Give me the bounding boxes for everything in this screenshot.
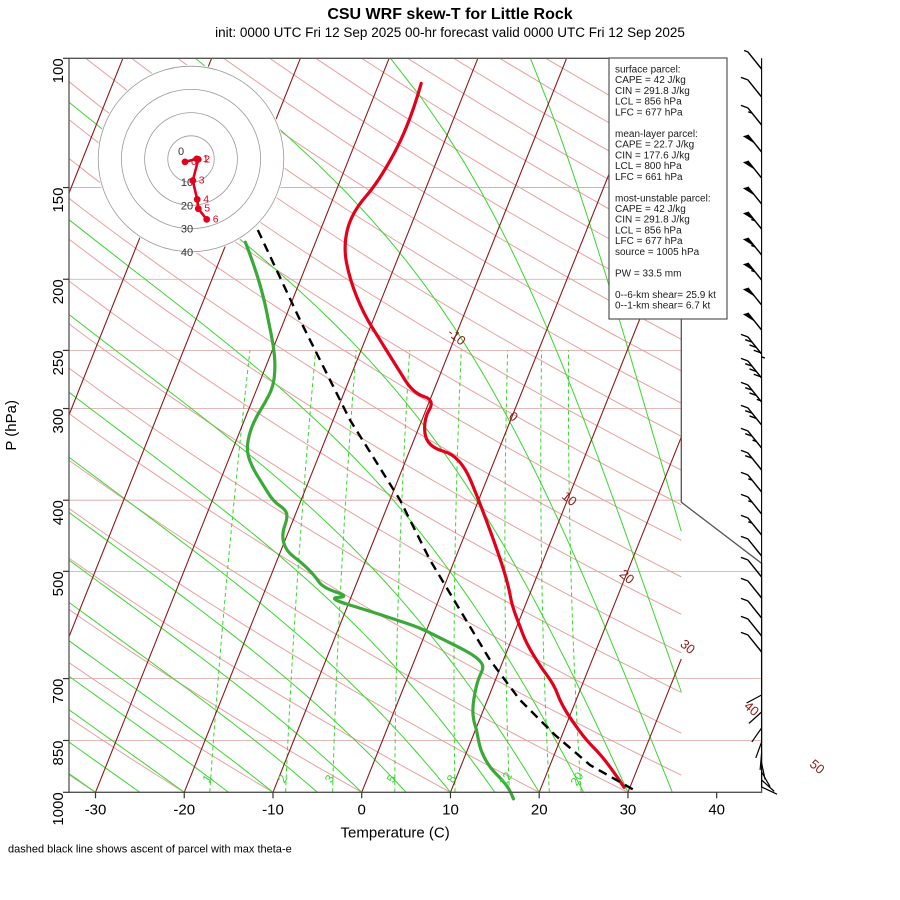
svg-text:CIN = 291.8 J/kg: CIN = 291.8 J/kg xyxy=(615,86,690,97)
svg-text:200: 200 xyxy=(50,279,67,304)
svg-text:100: 100 xyxy=(50,58,67,83)
svg-text:2: 2 xyxy=(204,153,210,165)
svg-text:-20: -20 xyxy=(173,801,195,818)
svg-text:500: 500 xyxy=(50,571,67,596)
svg-text:CAPE = 42 J/kg: CAPE = 42 J/kg xyxy=(615,204,686,215)
svg-text:400: 400 xyxy=(50,500,67,525)
svg-text:10: 10 xyxy=(442,801,459,818)
svg-text:LCL = 800 hPa: LCL = 800 hPa xyxy=(615,161,682,172)
svg-text:0--1-km shear= 6.7 kt: 0--1-km shear= 6.7 kt xyxy=(615,301,711,312)
svg-text:CAPE = 42 J/kg: CAPE = 42 J/kg xyxy=(615,75,686,86)
svg-text:1000: 1000 xyxy=(50,792,67,825)
svg-text:LCL = 856 hPa: LCL = 856 hPa xyxy=(615,225,682,236)
svg-text:300: 300 xyxy=(50,409,67,434)
svg-text:5: 5 xyxy=(204,203,210,215)
svg-text:0: 0 xyxy=(178,146,184,158)
svg-text:source = 1005 hPa: source = 1005 hPa xyxy=(615,247,700,258)
svg-text:init: 0000 UTC Fri 12 Sep 2025: init: 0000 UTC Fri 12 Sep 2025 00-hr for… xyxy=(215,25,685,40)
svg-text:40: 40 xyxy=(708,801,725,818)
svg-text:0: 0 xyxy=(358,801,366,818)
svg-text:LFC = 677 hPa: LFC = 677 hPa xyxy=(615,107,683,118)
svg-text:250: 250 xyxy=(50,350,67,375)
svg-text:P (hPa): P (hPa) xyxy=(3,400,20,451)
svg-text:3: 3 xyxy=(199,175,205,187)
svg-text:700: 700 xyxy=(50,679,67,704)
svg-text:most-unstable parcel:: most-unstable parcel: xyxy=(615,193,711,204)
svg-text:CIN = 177.6 J/kg: CIN = 177.6 J/kg xyxy=(615,150,690,161)
svg-text:850: 850 xyxy=(50,740,67,765)
svg-text:0--6-km shear= 25.9 kt: 0--6-km shear= 25.9 kt xyxy=(615,290,716,301)
svg-text:CIN = 291.8 J/kg: CIN = 291.8 J/kg xyxy=(615,215,690,226)
svg-text:LCL = 856 hPa: LCL = 856 hPa xyxy=(615,97,682,108)
svg-text:CSU WRF skew-T for Little Rock: CSU WRF skew-T for Little Rock xyxy=(327,6,572,23)
svg-text:Temperature (C): Temperature (C) xyxy=(341,824,450,841)
svg-text:20: 20 xyxy=(531,801,548,818)
svg-text:mean-layer parcel:: mean-layer parcel: xyxy=(615,129,698,140)
svg-text:LFC = 661 hPa: LFC = 661 hPa xyxy=(615,172,683,183)
svg-text:30: 30 xyxy=(181,224,193,236)
svg-text:20: 20 xyxy=(181,200,193,212)
svg-text:PW = 33.5 mm: PW = 33.5 mm xyxy=(615,268,681,279)
svg-text:150: 150 xyxy=(50,188,67,213)
svg-text:40: 40 xyxy=(181,247,193,259)
svg-text:-10: -10 xyxy=(262,801,284,818)
svg-text:CAPE = 22.7 J/kg: CAPE = 22.7 J/kg xyxy=(615,140,694,151)
svg-text:-30: -30 xyxy=(85,801,107,818)
svg-text:6: 6 xyxy=(213,213,219,225)
svg-text:LFC = 677 hPa: LFC = 677 hPa xyxy=(615,236,683,247)
svg-text:surface parcel:: surface parcel: xyxy=(615,65,681,76)
svg-text:30: 30 xyxy=(620,801,637,818)
svg-text:dashed black line shows ascent: dashed black line shows ascent of parcel… xyxy=(8,843,292,855)
